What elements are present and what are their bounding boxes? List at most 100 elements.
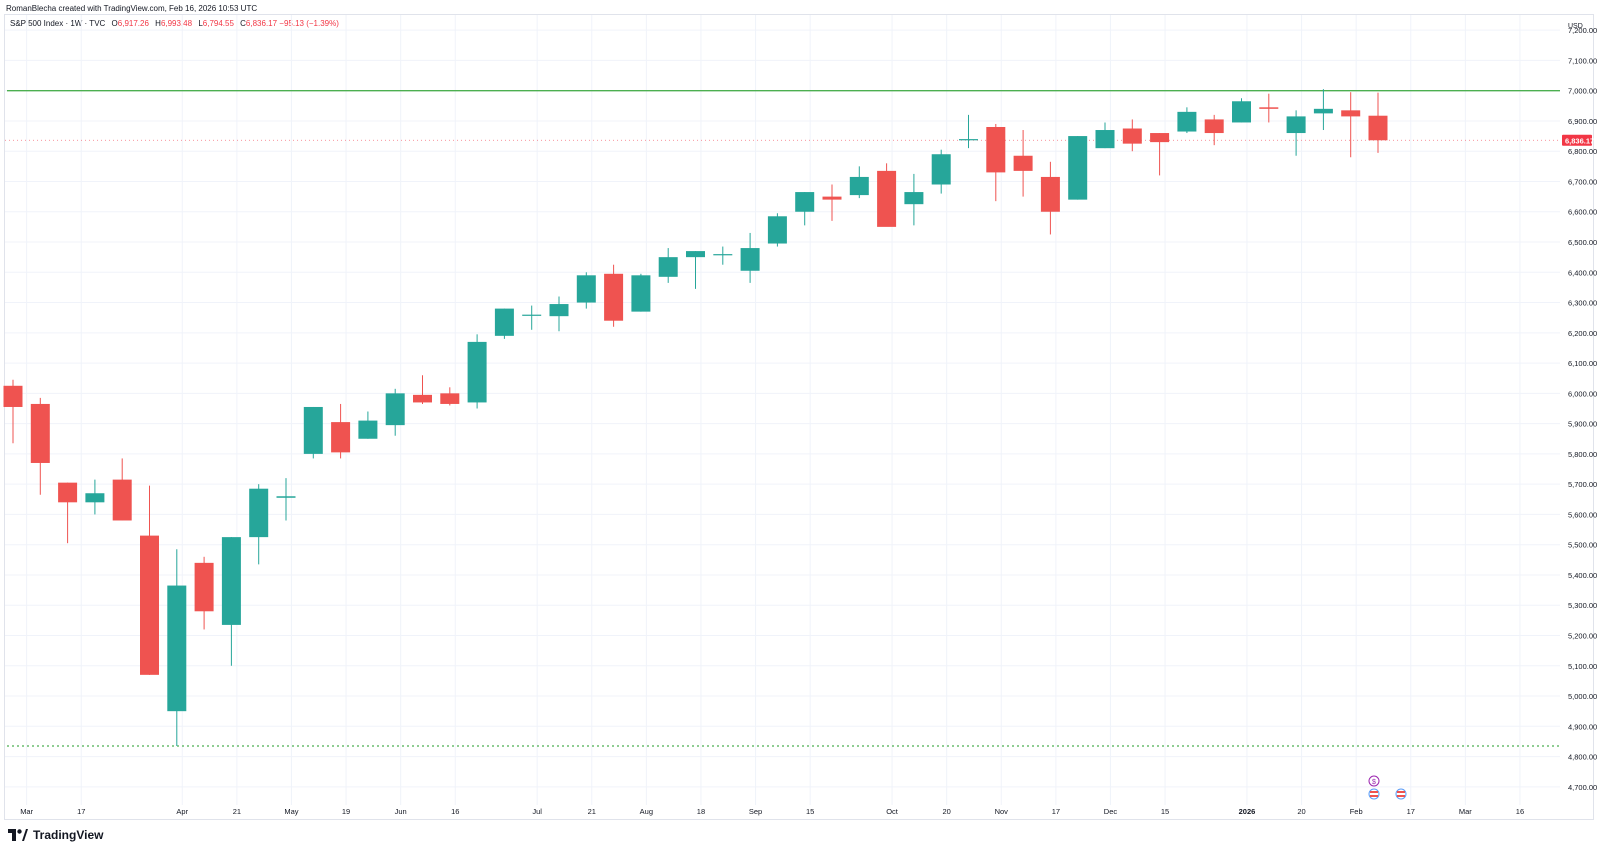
candle-body	[849, 176, 869, 196]
candle	[1013, 130, 1033, 197]
time-tick-label: Aug	[640, 807, 653, 816]
price-tick-label: 6,700.00	[1568, 177, 1597, 186]
candle	[140, 485, 159, 675]
candle-body	[221, 537, 241, 625]
candle-body	[713, 254, 733, 256]
candle-body	[904, 192, 924, 205]
candle	[3, 379, 23, 444]
price-tick-label: 5,300.00	[1568, 601, 1597, 610]
legend-close: 6,836.17	[245, 19, 278, 28]
time-tick-label: 21	[233, 807, 241, 816]
symbol-legend[interactable]: S&P 500 Index · 1W · TVC O6,917.26 H6,99…	[10, 19, 339, 28]
time-tick-label: Oct	[886, 807, 899, 816]
candle	[576, 272, 596, 309]
candles	[3, 89, 1388, 746]
candle-body	[740, 248, 760, 271]
time-tick-label: 17	[77, 807, 85, 816]
legend-open: 6,917.26	[117, 19, 149, 28]
time-tick-label: 20	[1297, 807, 1305, 816]
us-flag-icon[interactable]	[1395, 788, 1407, 800]
time-tick-label: 16	[1516, 807, 1524, 816]
price-tick-label: 5,700.00	[1568, 480, 1597, 489]
legend-low: 6,794.55	[202, 19, 234, 28]
candle-body	[686, 251, 705, 258]
candle-body	[58, 482, 78, 503]
candle	[221, 537, 241, 666]
legend-symbol[interactable]: S&P 500 Index · 1W · TVC	[10, 19, 106, 28]
candle-body	[1040, 176, 1060, 212]
time-tick-label: 21	[588, 807, 596, 816]
legend-low-label: L	[198, 19, 203, 28]
price-tick-label: 4,800.00	[1568, 753, 1597, 762]
time-tick-label: Nov	[995, 807, 1009, 816]
candle	[358, 411, 378, 439]
time-tick-label: 15	[1161, 807, 1169, 816]
candle-body	[3, 385, 23, 407]
candle-body	[1013, 155, 1033, 171]
candle-body	[167, 585, 187, 712]
candle	[549, 296, 569, 332]
candle	[1122, 119, 1142, 152]
candle	[740, 232, 760, 283]
price-tick-label: 6,800.00	[1568, 147, 1597, 156]
candle	[385, 388, 405, 436]
candle	[1313, 89, 1333, 131]
candle	[276, 478, 296, 521]
candle	[604, 264, 624, 327]
price-tick-label: 5,400.00	[1568, 571, 1597, 580]
candle-body	[112, 479, 132, 521]
candle-body	[959, 139, 978, 141]
time-tick-label: 16	[451, 807, 459, 816]
price-axis: 7,200.00 7,100.00 7,000.00 6,900.00 6,800.00…	[1562, 26, 1597, 792]
price-tick-label: 6,100.00	[1568, 359, 1597, 368]
legend-change: −95.13 (−1.39%)	[279, 19, 339, 28]
candle	[767, 213, 787, 247]
candle	[1232, 98, 1251, 123]
chart-credit: RomanBlecha created with TradingView.com…	[6, 4, 258, 13]
price-tick-label: 5,900.00	[1568, 420, 1597, 429]
candle-body	[1232, 101, 1251, 123]
price-tick-label: 4,700.00	[1568, 783, 1597, 792]
candle	[631, 273, 651, 312]
time-tick-label: 17	[1407, 807, 1415, 816]
candle	[877, 163, 897, 227]
candle	[904, 173, 924, 226]
candle-body	[767, 216, 787, 244]
tradingview-logo[interactable]: TradingView	[8, 828, 103, 842]
candle	[194, 556, 214, 630]
horizontal-levels	[5, 90, 1560, 747]
price-tick-label: 4,900.00	[1568, 722, 1597, 731]
candle-body	[795, 192, 815, 212]
dividend-icon[interactable]: $	[1368, 775, 1380, 787]
candle-body	[1204, 119, 1224, 134]
time-tick-label: 17	[1052, 807, 1060, 816]
candle-body	[549, 304, 569, 317]
price-tick-label: 5,800.00	[1568, 450, 1597, 459]
us-flag-icon[interactable]	[1368, 788, 1380, 800]
grid-lines	[5, 15, 1560, 805]
candle	[112, 458, 132, 521]
price-tick-label: 5,200.00	[1568, 631, 1597, 640]
candle-body	[1259, 107, 1279, 109]
price-tick-label: 7,100.00	[1568, 56, 1597, 65]
candle	[1068, 136, 1088, 200]
legend-open-label: O	[111, 19, 118, 28]
time-tick-label: Apr	[176, 807, 188, 816]
candle-body	[986, 126, 1006, 173]
candle	[303, 406, 323, 459]
price-tick-label: 7,000.00	[1568, 87, 1597, 96]
candle	[986, 123, 1006, 202]
candle-body	[1177, 111, 1197, 132]
candle	[494, 308, 514, 339]
price-tick-label: 6,300.00	[1568, 299, 1597, 308]
candle-body	[1313, 108, 1333, 114]
candle	[959, 114, 978, 149]
candle-body	[1368, 115, 1388, 141]
price-tick-label: 5,600.00	[1568, 510, 1597, 519]
candle	[1177, 107, 1197, 134]
price-tick-label: 6,900.00	[1568, 117, 1597, 126]
candle	[1204, 114, 1224, 146]
candle	[686, 251, 705, 289]
candle	[58, 482, 78, 544]
